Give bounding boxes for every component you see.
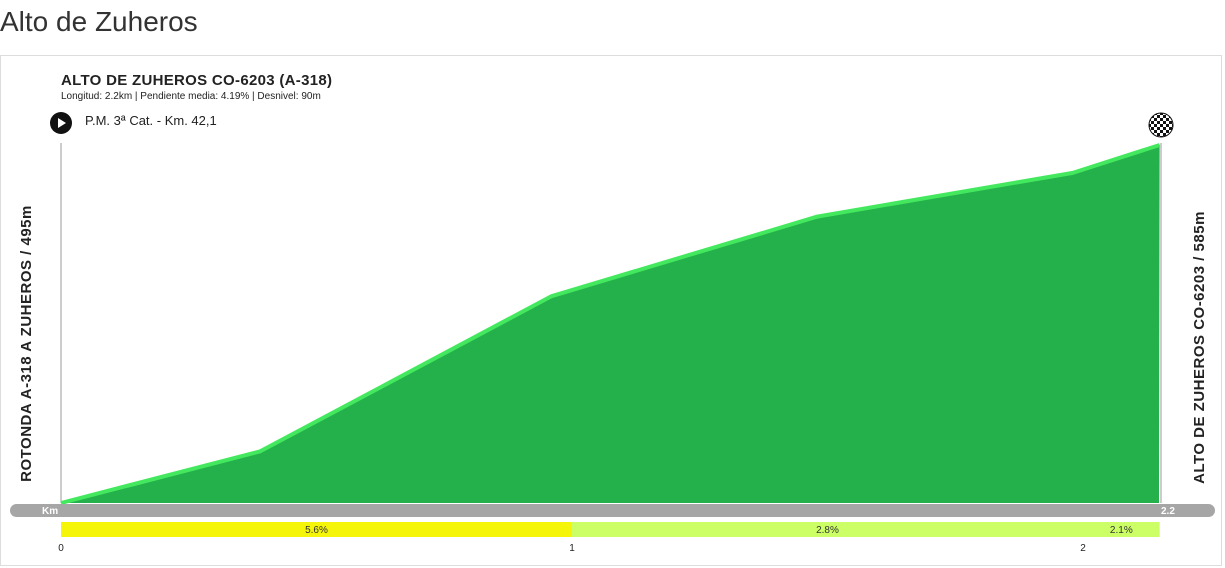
- gradient-label: 5.6%: [305, 525, 328, 536]
- x-tick-label: 0: [58, 543, 64, 554]
- distance-end-label: 2.2: [1161, 506, 1175, 517]
- elevation-area: [61, 145, 1160, 503]
- gradient-label: 2.1%: [1110, 525, 1133, 536]
- distance-unit-label: Km: [42, 506, 58, 517]
- gradient-segment: [1083, 522, 1160, 537]
- chart-subtitle: Longitud: 2.2km | Pendiente media: 4.19%…: [61, 91, 321, 102]
- checkered-flag-icon: [1148, 112, 1174, 138]
- waypoint-label: P.M. 3ª Cat. - Km. 42,1: [85, 113, 217, 128]
- distance-bar: [10, 504, 1215, 517]
- gradient-segment: [572, 522, 1083, 537]
- gradient-segment: [61, 522, 572, 537]
- elevation-line: [60, 143, 1161, 505]
- gradient-label: 2.8%: [816, 525, 839, 536]
- x-tick-label: 2: [1080, 543, 1086, 554]
- x-tick-label: 1: [569, 543, 575, 554]
- play-icon: [50, 112, 72, 134]
- page-title: Alto de Zuheros: [0, 6, 198, 37]
- chart-title: ALTO DE ZUHEROS CO-6203 (A-318): [61, 72, 333, 89]
